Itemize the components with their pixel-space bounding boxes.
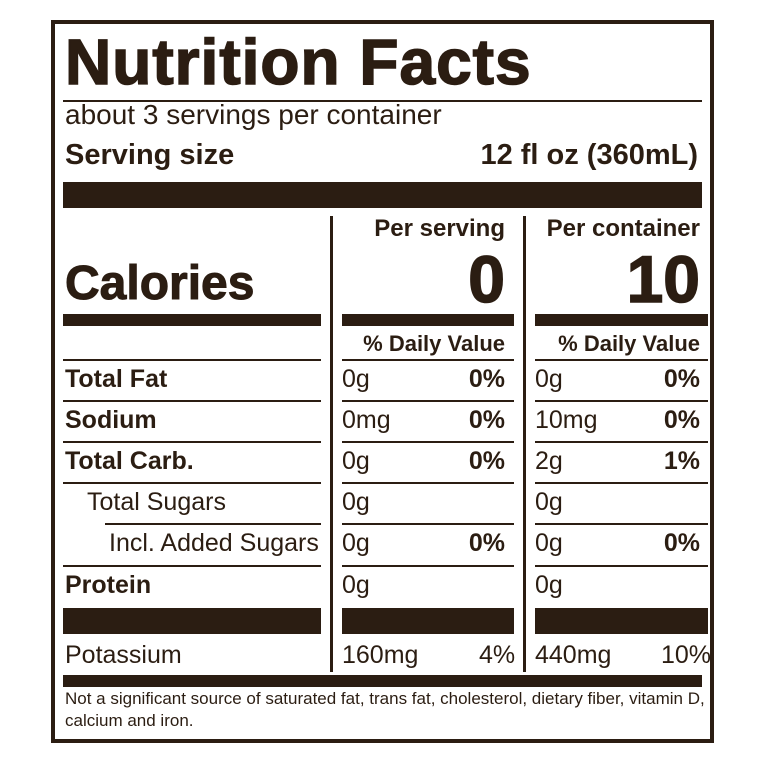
potassium-serving-dv: 4% <box>479 641 516 669</box>
panel-title: Nutrition Facts <box>64 25 532 99</box>
nutrient-label: Incl. Added Sugars <box>109 529 319 557</box>
potassium-container-dv: 10% <box>661 641 712 669</box>
row-separator-left <box>63 441 321 443</box>
row-separator-left <box>63 565 321 567</box>
serving-amount: 0g <box>342 447 370 475</box>
calories-bar-left <box>63 314 321 326</box>
nutrient-label: Total Fat <box>65 365 168 393</box>
row-separator-right <box>535 400 708 402</box>
container-amount: 10mg <box>535 406 598 434</box>
row-separator-right <box>535 565 708 567</box>
per-serving-header: Per serving <box>374 215 505 242</box>
serving-amount: 0g <box>342 571 370 599</box>
container-daily-value: 1% <box>663 447 700 475</box>
daily-value-header-serving: % Daily Value <box>363 331 505 356</box>
column-divider-1 <box>330 216 333 672</box>
serving-daily-value: 0% <box>468 406 505 434</box>
daily-value-header-container: % Daily Value <box>558 331 700 356</box>
row-separator-mid <box>342 482 514 484</box>
row-separator-mid <box>342 441 514 443</box>
serving-amount: 0mg <box>342 406 391 434</box>
row-separator-right <box>535 523 708 525</box>
calories-per-container: 10 <box>626 242 701 316</box>
potassium-label: Potassium <box>65 641 182 669</box>
serving-size-label: Serving size <box>65 139 235 171</box>
container-amount: 0g <box>535 529 563 557</box>
footnote: Not a significant source of saturated fa… <box>65 689 705 730</box>
serving-daily-value: 0% <box>468 447 505 475</box>
calories-per-serving: 0 <box>468 242 506 316</box>
row-separator-right <box>535 482 708 484</box>
row-separator-mid <box>342 400 514 402</box>
row-separator-mid <box>342 523 514 525</box>
row-separator-mid <box>342 565 514 567</box>
row-separator-left <box>105 523 321 525</box>
row-separator-left <box>63 400 321 402</box>
calories-label: Calories <box>64 257 255 311</box>
row-separator-left <box>63 359 321 361</box>
row-separator-right <box>535 441 708 443</box>
footnote-divider <box>63 675 702 687</box>
nutrient-label: Total Carb. <box>65 447 194 475</box>
calories-bar-right <box>535 314 708 326</box>
serving-size-value: 12 fl oz (360mL) <box>480 139 698 171</box>
container-daily-value: 0% <box>663 406 700 434</box>
potassium-serving-amount: 160mg <box>342 641 419 669</box>
serving-amount: 0g <box>342 365 370 393</box>
row-separator-mid <box>342 359 514 361</box>
serving-daily-value: 0% <box>468 365 505 393</box>
container-daily-value: 0% <box>663 529 700 557</box>
row-separator-right <box>535 359 708 361</box>
serving-amount: 0g <box>342 529 370 557</box>
nutrient-label: Total Sugars <box>87 488 226 516</box>
potassium-bar-left <box>63 608 321 634</box>
serving-amount: 0g <box>342 488 370 516</box>
container-amount: 0g <box>535 571 563 599</box>
nutrient-label: Protein <box>65 571 152 599</box>
container-amount: 2g <box>535 447 563 475</box>
nutrient-label: Sodium <box>65 406 157 434</box>
container-amount: 0g <box>535 365 563 393</box>
row-separator-left <box>63 482 321 484</box>
potassium-container-amount: 440mg <box>535 641 612 669</box>
container-amount: 0g <box>535 488 563 516</box>
servings-per-container: about 3 servings per container <box>65 99 442 130</box>
thick-divider-top <box>63 182 702 208</box>
potassium-bar-mid <box>342 608 514 634</box>
calories-bar-mid <box>342 314 514 326</box>
nutrition-facts-panel: Nutrition Facts about 3 servings per con… <box>51 20 714 743</box>
potassium-bar-right <box>535 608 708 634</box>
title-divider <box>63 100 702 102</box>
column-divider-2 <box>523 216 526 672</box>
serving-daily-value: 0% <box>468 529 505 557</box>
container-daily-value: 0% <box>663 365 700 393</box>
per-container-header: Per container <box>546 215 700 242</box>
